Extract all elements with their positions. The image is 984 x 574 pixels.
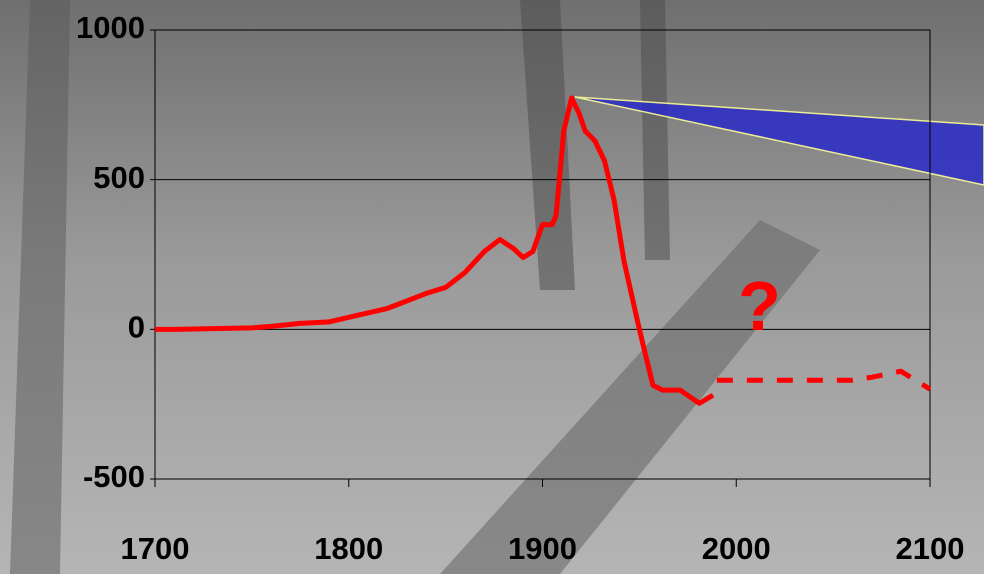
tree [640, 0, 670, 260]
x-tick-label: 1800 [314, 531, 383, 566]
y-tick-label: 0 [128, 310, 145, 345]
y-tick-label: -500 [83, 459, 145, 494]
x-tick-label: 1700 [121, 531, 190, 566]
x-tick-label: 2000 [702, 531, 771, 566]
y-tick-label: 1000 [76, 10, 145, 45]
x-tick-label: 1900 [508, 531, 577, 566]
x-tick-label: 2100 [896, 531, 965, 566]
background-photo [0, 0, 984, 574]
annotation: ? [738, 267, 781, 345]
chart: -500 0 500 1000 1700 1800 1900 2000 2100? [0, 0, 984, 574]
y-tick-label: 500 [93, 160, 145, 195]
